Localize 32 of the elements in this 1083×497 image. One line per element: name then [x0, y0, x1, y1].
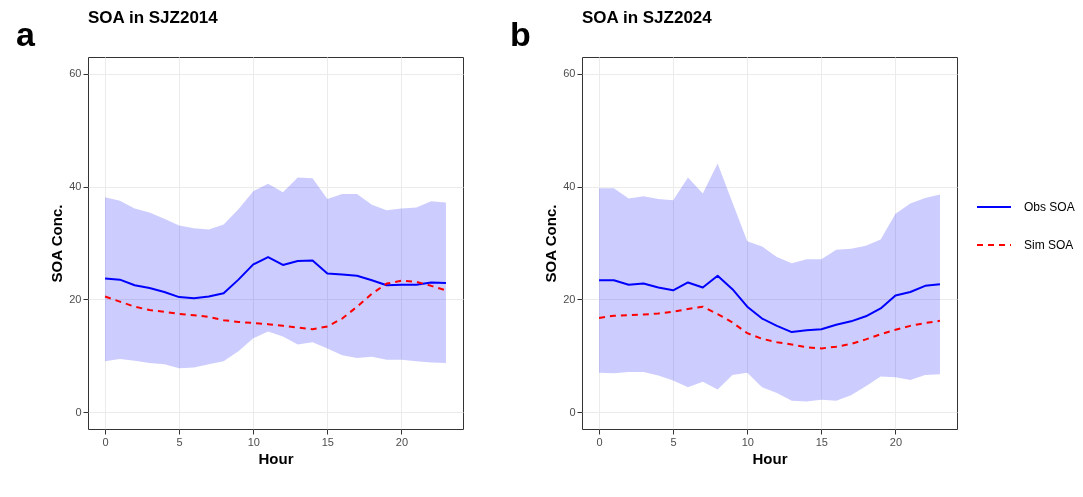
y-tick-label: 0 [569, 405, 576, 418]
line-series [104, 256, 447, 300]
text: a [16, 15, 36, 53]
legend-label: Sim SOA [1024, 238, 1074, 252]
x-tick-label: 20 [889, 435, 903, 448]
y-tick-label: 60 [69, 67, 82, 80]
text: b [510, 15, 531, 53]
x-tick-label: 0 [596, 435, 603, 448]
line-series [598, 274, 941, 334]
x-tick-label: 5 [176, 435, 183, 448]
y-axis-title: SOA Conc. [542, 204, 560, 283]
line-series [104, 279, 447, 331]
chart-title: SOA in SJZ2014 [88, 8, 219, 27]
x-tick-label: 15 [321, 435, 334, 448]
x-tick-label: 0 [102, 435, 109, 448]
x-tick-label: 10 [247, 435, 260, 448]
x-axis-title: Hour [258, 449, 294, 467]
y-tick-label: 0 [75, 405, 82, 418]
y-axis-title: SOA Conc. [48, 204, 66, 283]
y-tick-label: 40 [69, 180, 82, 193]
x-tick-label: 20 [395, 435, 409, 448]
y-tick-label: 60 [563, 67, 576, 80]
legend-label: Obs SOA [1024, 200, 1075, 214]
y-tick-label: 40 [563, 180, 576, 193]
line-series [598, 305, 941, 350]
x-tick-label: 5 [670, 435, 677, 448]
chart-title: SOA in SJZ2024 [582, 8, 713, 27]
y-tick-label: 20 [563, 292, 576, 305]
x-axis-title: Hour [752, 449, 788, 467]
y-tick-label: 20 [69, 292, 82, 305]
x-tick-label: 10 [741, 435, 754, 448]
x-tick-label: 15 [815, 435, 828, 448]
